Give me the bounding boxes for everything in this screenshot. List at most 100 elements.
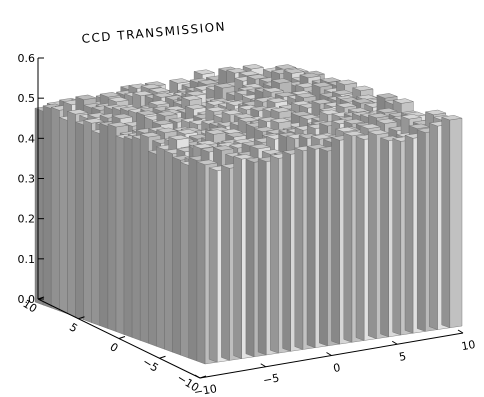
y-tick (37, 296, 45, 300)
bar-side-face (270, 155, 279, 354)
bar-top-face (376, 107, 398, 114)
bar-side-face (123, 136, 133, 338)
bar-side-face (294, 147, 304, 350)
surface-bar (441, 115, 463, 329)
bar-top-face (270, 107, 292, 113)
bar-top-face (343, 118, 365, 125)
z-tick-label: 0.3 (18, 173, 36, 186)
bar-side-face (245, 159, 255, 358)
bar-side-face (148, 151, 157, 347)
bar-top-face (425, 109, 446, 116)
y-tick-label: 10 (21, 297, 40, 315)
bar-top-face (356, 94, 377, 100)
bar-side-face (51, 107, 60, 312)
bar-top-face (181, 95, 202, 101)
bar-top-face (400, 114, 422, 120)
bar-top-face (156, 111, 178, 117)
y-tick (159, 355, 166, 359)
bar-top-face (238, 70, 260, 77)
bar-side-face (107, 123, 117, 332)
bar-top-face (336, 79, 357, 85)
bar-top-face (194, 69, 215, 75)
y-tick-label: −5 (140, 355, 161, 375)
bar-side-face (404, 135, 414, 334)
bar-top-face (205, 129, 226, 135)
bar-top-face (152, 119, 174, 126)
bar-top-face (266, 97, 288, 103)
bar-top-face (376, 93, 398, 99)
bar-side-face (392, 138, 401, 336)
bar-side-face (208, 167, 218, 363)
bar-top-face (176, 129, 198, 135)
bar-top-face (149, 87, 170, 93)
bar-side-face (42, 105, 52, 309)
bar-side-face (34, 107, 44, 306)
bar-top-face (376, 118, 397, 124)
bar-top-face (441, 115, 463, 121)
x-tick (391, 340, 398, 345)
bar-top-face (185, 104, 206, 110)
y-tick (78, 316, 85, 320)
bar-top-face (148, 100, 170, 106)
bar-top-face (75, 94, 97, 100)
bar-top-face (352, 85, 374, 91)
z-tick-label: 0.1 (18, 253, 36, 266)
bar-top-face (320, 77, 341, 83)
bar-top-face (295, 92, 316, 99)
x-tick (260, 363, 267, 368)
bar-top-face (196, 159, 218, 165)
bar-side-face (131, 136, 141, 341)
bar-side-face (180, 162, 190, 359)
bar-side-face (91, 130, 101, 326)
bar-top-face (140, 83, 162, 90)
bar-side-face (83, 119, 92, 323)
bar-side-face (115, 135, 125, 335)
bar-top-face (368, 112, 389, 119)
bar-side-face (75, 121, 84, 320)
bar-side-face (380, 137, 389, 338)
bar-top-face (168, 134, 190, 141)
bar-top-face (360, 123, 381, 129)
bar-top-face (185, 90, 207, 97)
bar-top-face (233, 154, 255, 160)
bar-top-face (214, 83, 235, 89)
bar-side-face (99, 123, 109, 329)
bar-top-face (169, 78, 191, 84)
bar-top-face (311, 134, 332, 140)
y-tick (118, 336, 126, 339)
surface-bars (34, 64, 463, 365)
bar-top-face (335, 102, 357, 108)
bar-top-face (152, 92, 174, 98)
z-tick-label: 0.0 (18, 293, 36, 306)
bar-top-face (226, 68, 248, 74)
bar-top-face (275, 64, 297, 70)
bar-side-face (368, 131, 377, 339)
x-tick-label: −5 (262, 371, 280, 387)
bar-top-face (352, 98, 373, 104)
z-tick-label: 0.4 (18, 132, 36, 145)
bar-side-face (355, 136, 365, 341)
bar-top-face (393, 98, 414, 104)
bar-top-face (311, 82, 333, 88)
bar-side-face (172, 156, 181, 356)
bar-side-face (156, 146, 165, 350)
bar-top-face (225, 132, 247, 138)
bar-top-face (221, 109, 243, 116)
bar-side-face (188, 157, 198, 362)
bar-side-face (306, 146, 316, 348)
bar-top-face (136, 110, 157, 116)
x-tick (457, 329, 464, 334)
bar-side-face (343, 132, 353, 343)
z-tick-label: 0.5 (18, 92, 36, 105)
chart-title: CCD TRANSMISSION (81, 19, 227, 46)
bar-top-face (242, 64, 264, 70)
bar-top-face (67, 109, 88, 115)
bar-top-face (108, 96, 129, 103)
bar-side-face (196, 161, 206, 365)
bar-top-face (140, 132, 161, 138)
bar-side-face (59, 117, 68, 315)
bar-side-face (233, 155, 242, 359)
x-tick-label: 10 (460, 338, 476, 353)
bar-top-face (275, 91, 296, 98)
